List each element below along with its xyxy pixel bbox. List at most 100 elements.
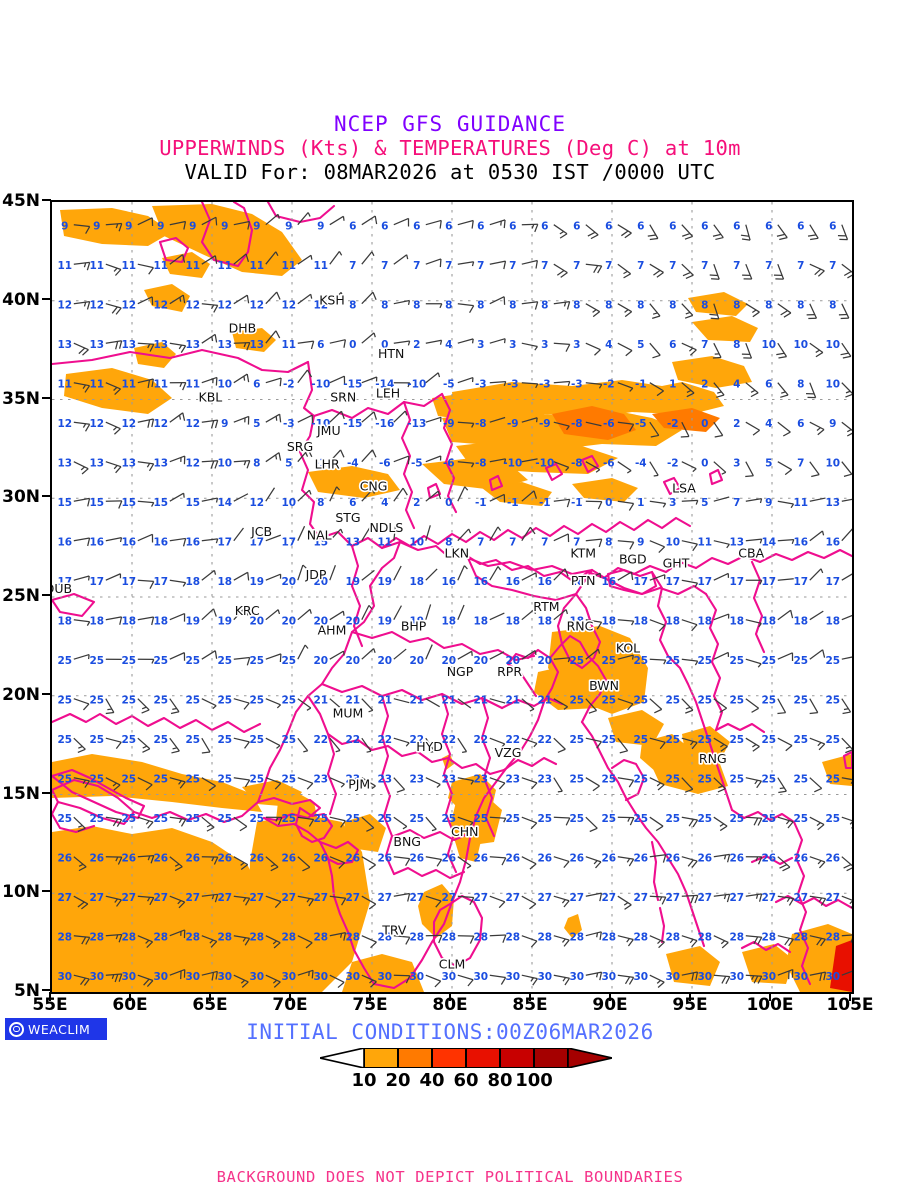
wind-barb xyxy=(137,579,155,589)
x-tick-mark xyxy=(609,992,611,1001)
wind-barb xyxy=(649,895,667,905)
temperature-value: 27 xyxy=(761,892,776,904)
temperature-value: 28 xyxy=(569,932,584,944)
station-label-halo: KSH xyxy=(319,293,345,308)
wind-barb xyxy=(233,656,251,666)
wind-barb xyxy=(233,737,250,749)
wind-barb xyxy=(393,856,411,867)
temperature-value: -10 xyxy=(311,379,330,391)
wind-barb xyxy=(521,816,538,830)
station-label-halo: LEH xyxy=(376,386,400,401)
temperature-value: 25 xyxy=(793,774,808,786)
temperature-value: 10 xyxy=(825,458,840,470)
wind-barb xyxy=(137,461,155,472)
wind-barb xyxy=(105,816,123,827)
wind-barb xyxy=(265,856,279,872)
wind-barb xyxy=(649,263,664,278)
x-axis-label-90E: 90E xyxy=(592,995,628,1015)
temperature-value: 22 xyxy=(473,734,488,746)
wind-barb xyxy=(617,571,634,581)
temperature-value: 17 xyxy=(697,576,712,588)
wind-barb xyxy=(105,933,123,943)
temperature-value: 25 xyxy=(121,774,136,786)
station-label-halo: VZG xyxy=(495,745,522,760)
station-label-halo: PJM xyxy=(348,777,370,792)
colorbar[interactable]: 10 20 40 60 80 100 xyxy=(0,1046,900,1106)
wind-barb xyxy=(329,816,346,828)
temperature-value: 6 xyxy=(701,221,708,233)
wind-barb xyxy=(201,538,219,544)
temperature-value: 30 xyxy=(697,971,712,983)
temperature-value: 23 xyxy=(505,774,520,786)
wind-barb xyxy=(712,342,722,359)
wind-barb xyxy=(553,498,571,508)
temperature-value: 27 xyxy=(281,892,296,904)
temperature-value: 17 xyxy=(121,576,136,588)
wind-barb xyxy=(393,524,397,541)
temperature-value: -1 xyxy=(475,497,487,509)
temperature-value: 27 xyxy=(185,892,200,904)
wind-barb xyxy=(201,816,215,832)
temperature-value: 2 xyxy=(413,497,420,509)
temperature-value: 25 xyxy=(825,695,840,707)
temperature-value: -5 xyxy=(443,379,455,391)
wind-barb xyxy=(201,497,219,503)
wind-barb xyxy=(329,610,345,621)
wind-barb xyxy=(297,816,315,827)
temperature-value: 6 xyxy=(573,221,580,233)
station-label-halo: JDP xyxy=(305,567,327,582)
wind-barb xyxy=(137,895,155,906)
temperature-value: 30 xyxy=(153,971,168,983)
temperature-value: 25 xyxy=(121,655,136,667)
colorbar-tick-80: 80 xyxy=(487,1070,513,1091)
y-axis-label-20N: 20N xyxy=(2,684,40,705)
wind-barb xyxy=(809,461,820,478)
wind-barb xyxy=(776,342,788,359)
wind-barb xyxy=(521,572,537,581)
wind-barb xyxy=(425,303,443,309)
temperature-value: 17 xyxy=(665,576,680,588)
wind-barb xyxy=(489,380,507,387)
wind-barb xyxy=(617,342,633,357)
temperature-value: 18 xyxy=(569,616,584,628)
temperature-value: -5 xyxy=(411,458,423,470)
temperature-value: 4 xyxy=(733,379,740,391)
station-label-halo: KBL xyxy=(199,389,223,404)
wind-barb xyxy=(297,644,309,660)
wind-barb xyxy=(329,375,346,385)
temperature-value: 26 xyxy=(729,853,744,865)
wind-barb xyxy=(265,609,281,621)
station-label-pjm: PJM xyxy=(348,777,370,792)
wind-barb xyxy=(201,737,211,754)
temperature-value: 13 xyxy=(825,497,840,509)
temperature-value: -10 xyxy=(407,379,426,391)
wind-barb xyxy=(137,217,154,226)
temperature-value: 12 xyxy=(249,497,264,509)
temperature-value: 28 xyxy=(505,932,520,944)
wind-barb xyxy=(73,856,87,872)
temperature-value: 26 xyxy=(409,853,424,865)
wind-barb xyxy=(233,415,250,425)
temperature-value: 6 xyxy=(829,221,836,233)
temperature-value: 9 xyxy=(93,221,100,233)
temperature-value: 8 xyxy=(765,300,772,312)
temperature-value: 25 xyxy=(153,655,168,667)
temperature-value: 8 xyxy=(701,300,708,312)
weather-map-canvas[interactable]: 30 30 30 30 30 30 30 30 30 30 30 30 30 30 30 30 30 30 30 30… xyxy=(52,202,852,992)
wind-barb xyxy=(649,421,660,438)
wind-barb xyxy=(201,419,219,429)
temperature-value: 19 xyxy=(377,576,392,588)
temperature-value: 13 xyxy=(57,339,72,351)
wind-barb xyxy=(553,657,571,663)
wind-barb xyxy=(73,737,86,754)
weaclim-logo[interactable]: WEACLIM xyxy=(5,1018,107,1040)
temperature-value: 8 xyxy=(445,300,452,312)
temperature-value: 25 xyxy=(89,774,104,786)
temperature-value: 21 xyxy=(377,695,392,707)
station-label-halo: KRC xyxy=(235,603,260,618)
wind-barb xyxy=(105,382,121,396)
map-plot-area[interactable]: 30 30 30 30 30 30 30 30 30 30 30 30 30 30 30 30 30 30 30 30… xyxy=(50,200,854,994)
temperature-value: 25 xyxy=(761,813,776,825)
temperature-value: 17 xyxy=(249,537,264,549)
wind-barb xyxy=(489,816,507,823)
